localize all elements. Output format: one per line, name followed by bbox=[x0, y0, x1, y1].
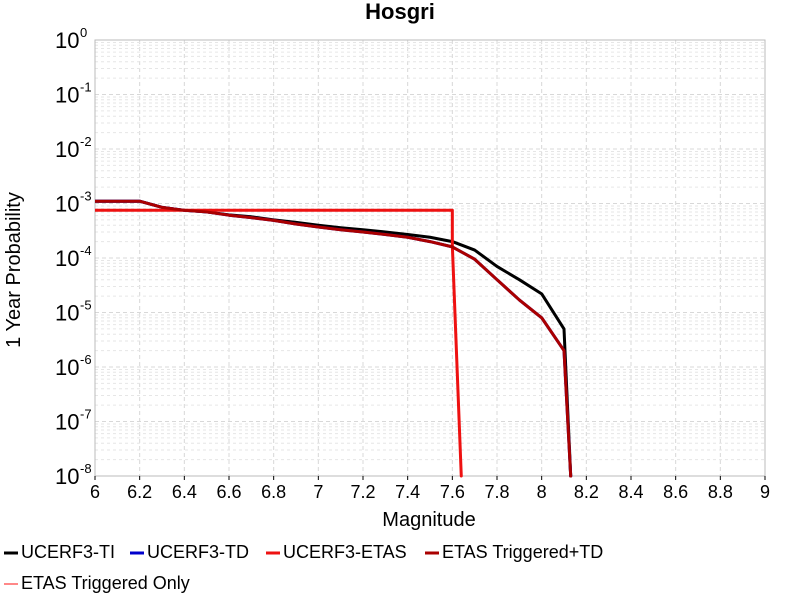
y-tick-exponent: -5 bbox=[80, 298, 92, 313]
legend-item-etas-triggered-td: ETAS Triggered+TD bbox=[425, 542, 603, 562]
y-tick-base: 10 bbox=[55, 410, 79, 435]
y-tick-base: 10 bbox=[55, 192, 79, 217]
y-tick-exponent: -1 bbox=[80, 80, 92, 95]
x-tick-label: 6.4 bbox=[172, 482, 197, 502]
y-tick-exponent: -8 bbox=[80, 461, 92, 476]
y-tick-label: 10 -4 bbox=[55, 243, 92, 271]
legend-label: ETAS Triggered+TD bbox=[442, 542, 603, 562]
y-tick-label: 10 -3 bbox=[55, 189, 92, 217]
y-axis-label: 1 Year Probability bbox=[3, 192, 25, 348]
x-tick-label: 9 bbox=[760, 482, 770, 502]
x-tick-label: 7.2 bbox=[350, 482, 375, 502]
y-tick-exponent: -2 bbox=[80, 134, 92, 149]
y-tick-label: 10 -7 bbox=[55, 407, 92, 435]
x-tick-label: 8.6 bbox=[663, 482, 688, 502]
legend: UCERF3-TI UCERF3-TD UCERF3-ETAS ETAS Trigge… bbox=[4, 542, 603, 593]
x-axis-label: Magnitude bbox=[382, 509, 475, 531]
y-tick-label: 10 -6 bbox=[55, 352, 92, 380]
series-line-etas-triggered-td bbox=[95, 199, 573, 478]
legend-label: ETAS Triggered Only bbox=[21, 573, 190, 593]
legend-label: UCERF3-ETAS bbox=[283, 542, 407, 562]
x-tick-label: 7.8 bbox=[484, 482, 509, 502]
series-lines bbox=[95, 199, 573, 478]
x-tick-label: 7 bbox=[313, 482, 323, 502]
legend-label: UCERF3-TD bbox=[147, 542, 249, 562]
x-tick-label: 8 bbox=[537, 482, 547, 502]
x-tick-label: 6.6 bbox=[216, 482, 241, 502]
grid bbox=[94, 40, 766, 477]
y-tick-base: 10 bbox=[55, 137, 79, 162]
legend-item-ucerf3-ti: UCERF3-TI bbox=[4, 542, 115, 562]
chart-title: Hosgri bbox=[365, 0, 435, 24]
y-tick-label: 10 0 bbox=[55, 25, 87, 53]
legend-label: UCERF3-TI bbox=[21, 542, 115, 562]
y-tick-label: 10 -8 bbox=[55, 461, 92, 489]
legend-item-ucerf3-td: UCERF3-TD bbox=[130, 542, 249, 562]
plot-area bbox=[94, 39, 766, 477]
y-tick-label: 10 -2 bbox=[55, 134, 92, 162]
y-tick-base: 10 bbox=[55, 28, 79, 53]
y-tick-exponent: -7 bbox=[80, 407, 92, 422]
x-tick-label: 6 bbox=[90, 482, 100, 502]
y-tick-exponent: 0 bbox=[80, 25, 87, 40]
y-tick-base: 10 bbox=[55, 464, 79, 489]
legend-item-ucerf3-etas: UCERF3-ETAS bbox=[266, 542, 407, 562]
x-tick-label: 7.4 bbox=[395, 482, 420, 502]
y-tick-label: 10 -1 bbox=[55, 80, 92, 108]
x-tick-label: 6.2 bbox=[127, 482, 152, 502]
y-tick-base: 10 bbox=[55, 83, 79, 108]
legend-item-etas-triggered-only: ETAS Triggered Only bbox=[4, 573, 190, 593]
x-tick-label: 7.6 bbox=[440, 482, 465, 502]
x-tick-label: 8.2 bbox=[574, 482, 599, 502]
x-tick-label: 8.8 bbox=[708, 482, 733, 502]
y-tick-exponent: -3 bbox=[80, 189, 92, 204]
y-tick-exponent: -6 bbox=[80, 352, 92, 367]
x-axis-ticks: 6 6.2 6.4 6.6 6.8 7 7.2 7.4 7.6 7.8 8 8.2 8.4 8.6 8.8 9 bbox=[90, 476, 770, 502]
y-tick-base: 10 bbox=[55, 355, 79, 380]
series-line-ucerf3-etas bbox=[95, 208, 463, 478]
x-tick-label: 8.4 bbox=[618, 482, 643, 502]
y-tick-label: 10 -5 bbox=[55, 298, 92, 326]
y-tick-base: 10 bbox=[55, 246, 79, 271]
y-tick-exponent: -4 bbox=[80, 243, 92, 258]
y-tick-base: 10 bbox=[55, 301, 79, 326]
x-tick-label: 6.8 bbox=[261, 482, 286, 502]
